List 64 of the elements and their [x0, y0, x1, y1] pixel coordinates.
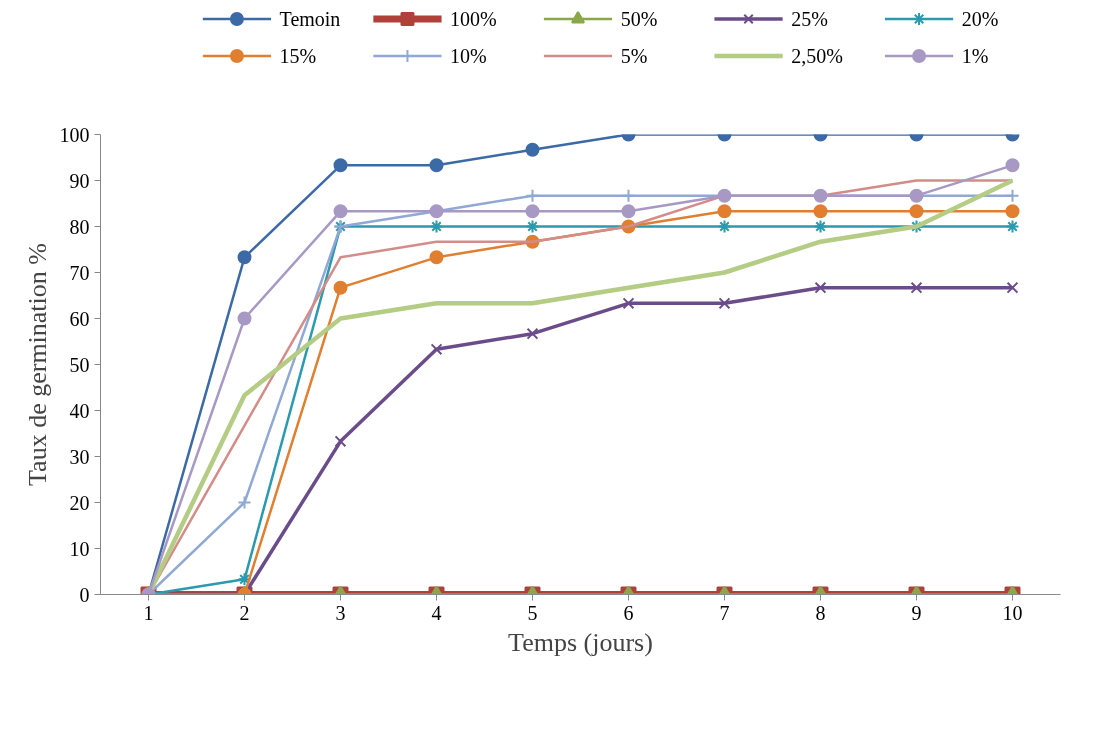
y-tick-label: 10: [69, 537, 90, 560]
y-tick-label: 90: [69, 169, 90, 192]
point: [813, 204, 828, 219]
point: [429, 250, 444, 265]
legend-label: 50%: [620, 8, 658, 30]
point: [333, 158, 348, 173]
x-tick-label: 2: [239, 601, 250, 624]
point: [526, 327, 539, 340]
point: [333, 204, 348, 219]
y-tick-label: 0: [79, 583, 90, 606]
x-tick-label: 8: [815, 601, 826, 624]
legend-label: 100%: [450, 8, 497, 30]
y-tick-label: 80: [69, 215, 90, 238]
legend-label: 1%: [961, 45, 989, 67]
legend-label: 5%: [620, 45, 648, 67]
point: [814, 281, 827, 294]
point: [1005, 219, 1020, 234]
point: [1005, 158, 1020, 173]
point: [1005, 204, 1020, 219]
legend-label: 20%: [961, 8, 999, 30]
y-axis-title: Taux de germination %: [22, 243, 52, 486]
point: [430, 343, 443, 356]
legend-label: 2,50%: [791, 45, 843, 67]
x-tick-label: 1: [143, 601, 154, 624]
point: [429, 158, 444, 173]
point: [909, 204, 924, 219]
x-tick-label: 5: [527, 601, 538, 624]
point: [525, 188, 540, 203]
point: [333, 280, 348, 295]
point: [237, 250, 252, 265]
x-tick-label: 9: [911, 601, 922, 624]
y-tick-label: 30: [69, 445, 90, 468]
point: [717, 219, 732, 234]
x-tick-label: 10: [1002, 601, 1023, 624]
point: [718, 297, 731, 310]
point: [813, 219, 828, 234]
x-tick-label: 3: [335, 601, 346, 624]
legend-label: Temoin: [279, 8, 341, 30]
point: [910, 281, 923, 294]
legend-label: 10%: [450, 45, 487, 67]
point: [525, 142, 540, 157]
point: [429, 219, 444, 234]
point: [621, 188, 636, 203]
x-tick-label: 4: [431, 601, 442, 624]
y-tick-label: 60: [69, 307, 90, 330]
point: [622, 297, 635, 310]
point: [1005, 188, 1020, 203]
y-tick-label: 40: [69, 399, 90, 422]
x-axis-title: Temps (jours): [508, 627, 653, 657]
point: [1006, 281, 1019, 294]
legend-label: 15%: [279, 45, 317, 67]
point: [621, 204, 636, 219]
point: [525, 204, 540, 219]
point: [717, 204, 732, 219]
point: [525, 219, 540, 234]
point: [909, 219, 924, 234]
legend-label: 25%: [791, 8, 828, 30]
x-tick-label: 7: [719, 601, 730, 624]
y-tick-label: 70: [69, 261, 90, 284]
y-tick-label: 20: [69, 491, 90, 514]
x-tick-label: 6: [623, 601, 634, 624]
y-tick-label: 50: [69, 353, 90, 376]
y-tick-label: 100: [59, 123, 90, 146]
point: [237, 311, 252, 326]
